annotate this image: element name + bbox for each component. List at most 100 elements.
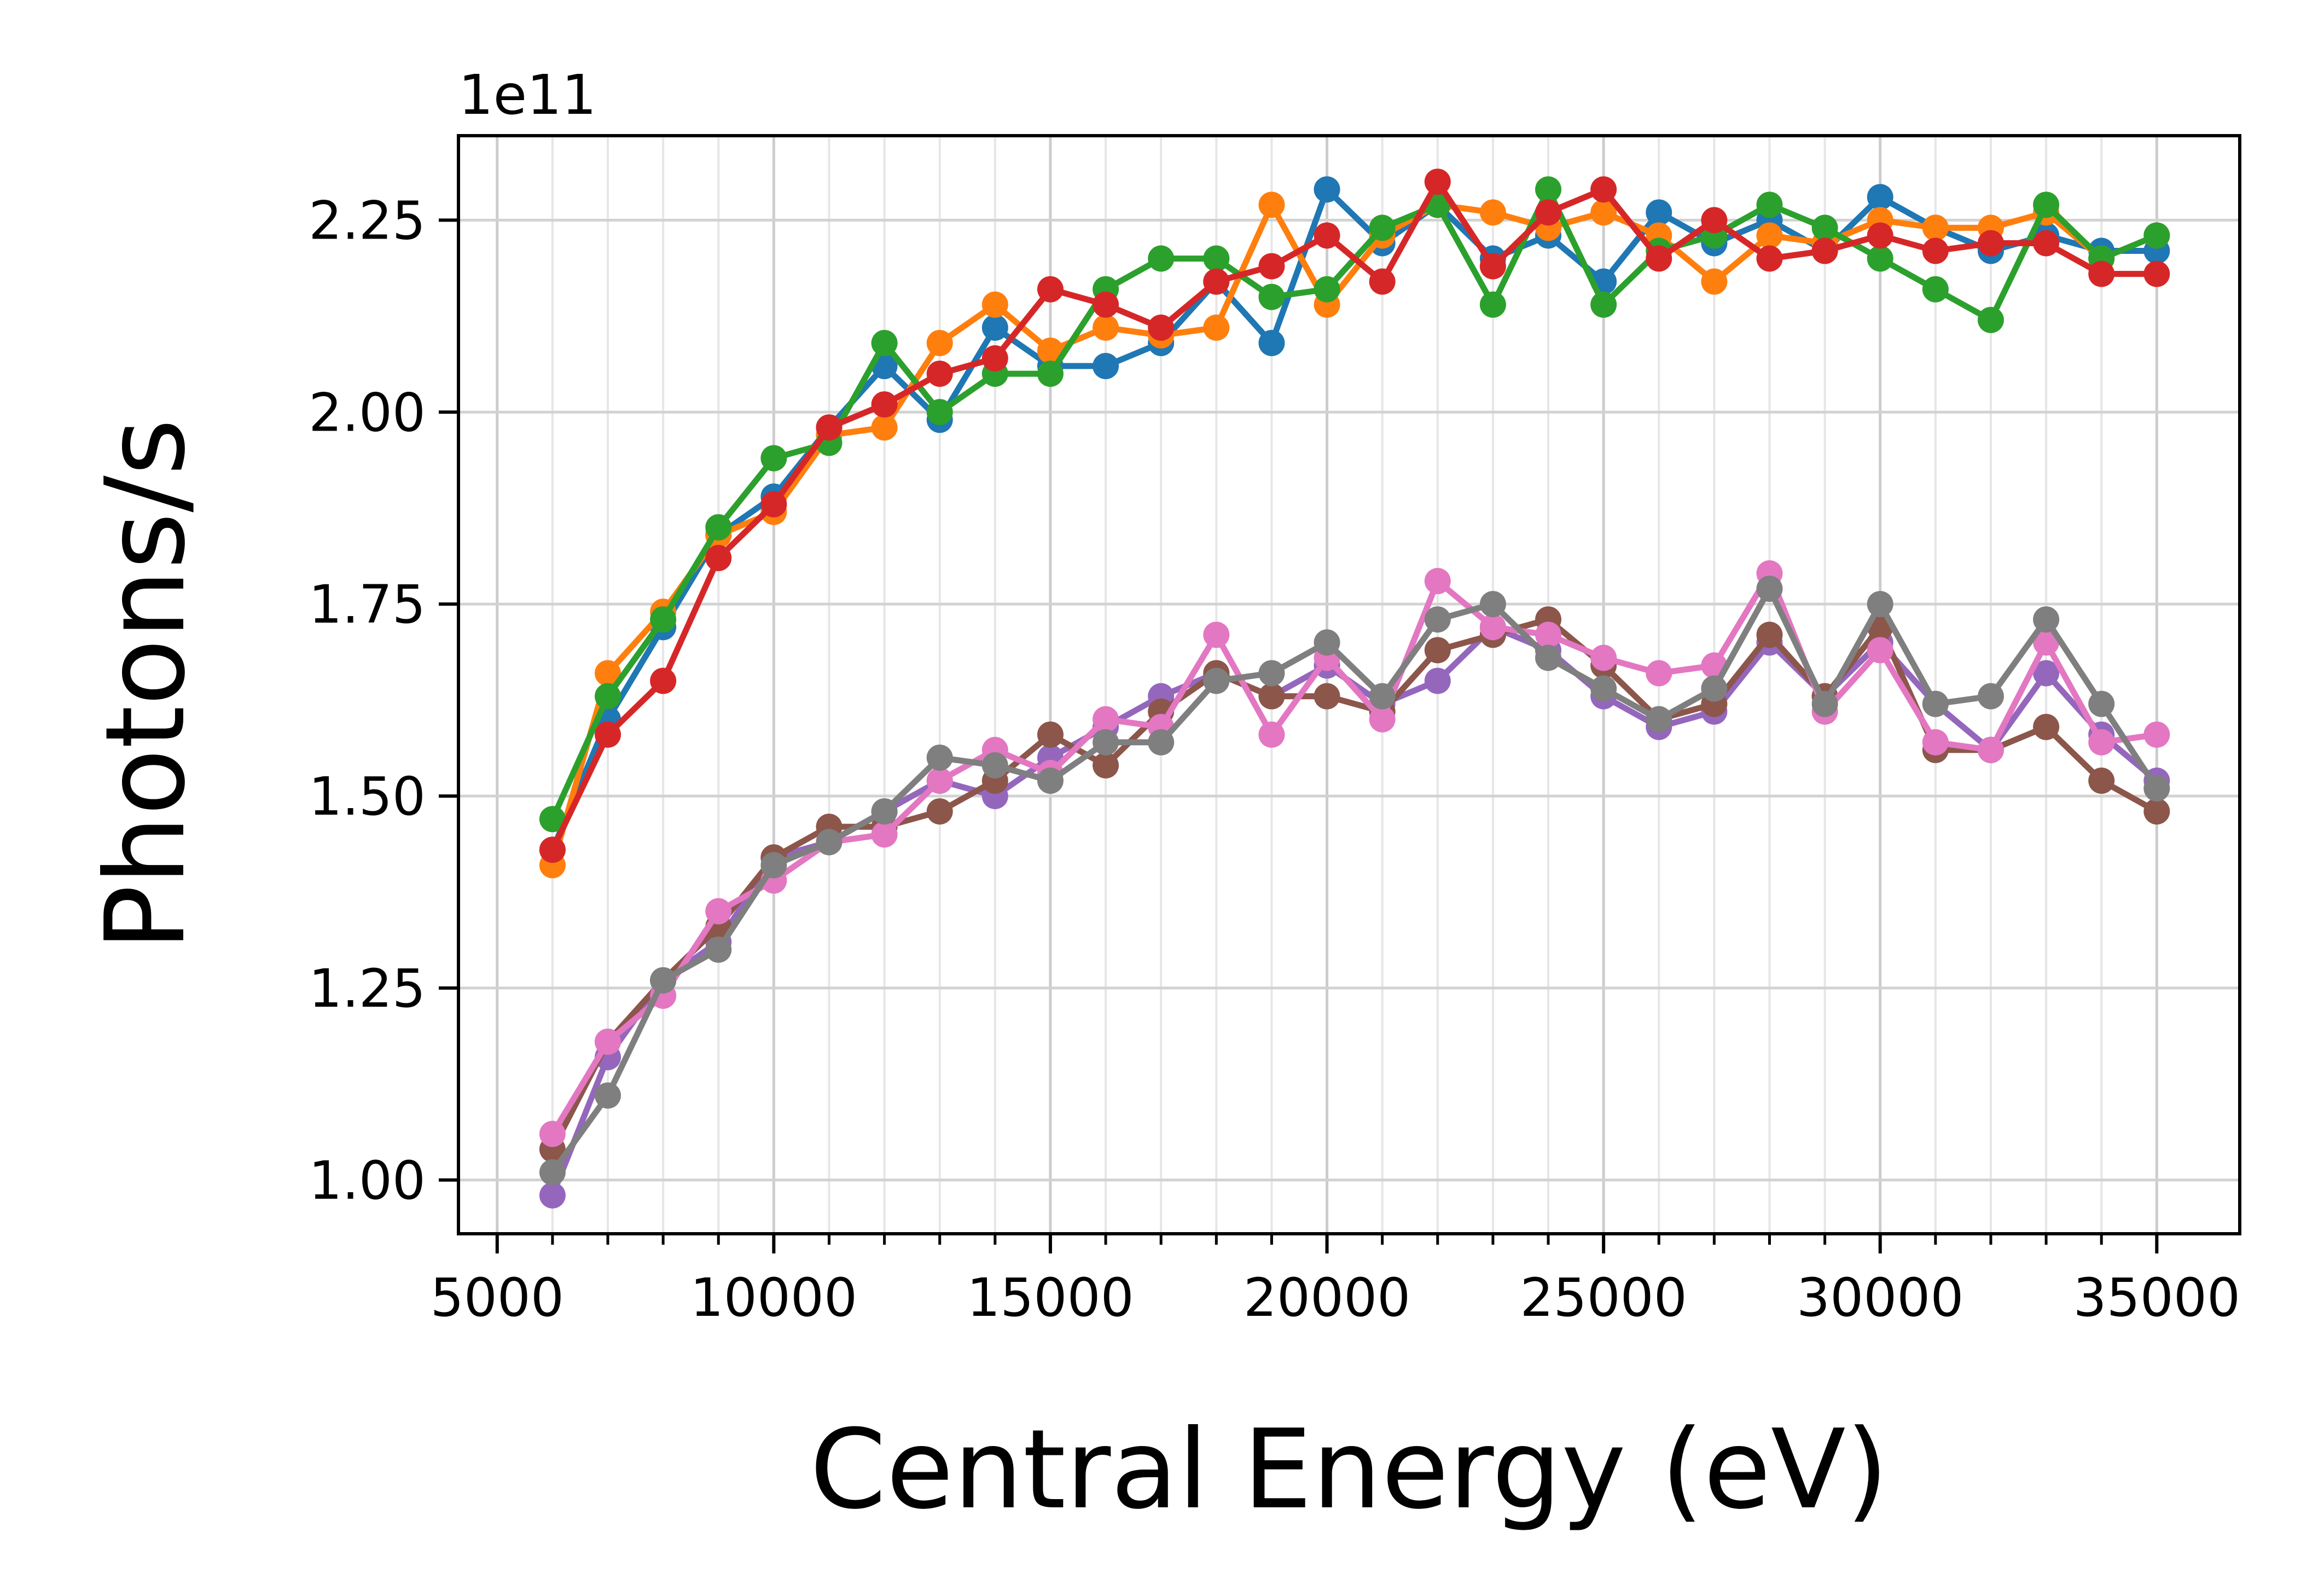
data-point (1258, 329, 1285, 356)
data-point (1093, 729, 1119, 756)
data-point (1756, 576, 1783, 602)
x-tick-label: 5000 (431, 1267, 564, 1328)
data-point (1867, 637, 1893, 664)
data-point (2033, 230, 2060, 257)
data-point (1479, 253, 1506, 280)
data-point (2033, 629, 2060, 656)
data-point (650, 667, 677, 694)
data-point (595, 683, 621, 710)
data-point (705, 514, 732, 541)
data-point (2088, 767, 2115, 794)
data-point (1922, 214, 1949, 241)
data-point (539, 1182, 566, 1209)
data-point (1148, 314, 1175, 341)
data-point (2033, 191, 2060, 218)
data-point (1203, 622, 1230, 648)
data-point (926, 399, 953, 426)
data-point (926, 798, 953, 825)
data-point (650, 967, 677, 994)
data-point (871, 821, 898, 848)
plot-frame (457, 134, 2241, 1235)
data-point (1314, 176, 1340, 203)
data-point (1646, 199, 1672, 226)
data-point (1811, 214, 1838, 241)
data-point (1922, 276, 1949, 303)
data-point (1535, 176, 1562, 203)
data-point (2033, 713, 2060, 740)
data-point (1646, 660, 1672, 687)
data-point (1922, 690, 1949, 717)
data-point (1314, 683, 1340, 710)
data-point (1258, 683, 1285, 710)
data-point (981, 752, 1008, 779)
data-point (816, 414, 843, 441)
y-tick-label: 1.00 (309, 1150, 426, 1211)
data-point (1977, 683, 2004, 710)
data-point (1867, 245, 1893, 272)
data-point (595, 721, 621, 748)
data-point (595, 1082, 621, 1109)
data-point (1646, 245, 1672, 272)
data-point (1258, 660, 1285, 687)
data-point (1093, 353, 1119, 380)
data-point (1479, 291, 1506, 318)
y-tick-label: 1.75 (309, 574, 426, 635)
data-point (926, 767, 953, 794)
data-point (1258, 191, 1285, 218)
x-tick-label: 30000 (1797, 1267, 1963, 1328)
data-point (1037, 721, 1064, 748)
data-point (1701, 268, 1728, 295)
data-point (705, 936, 732, 963)
data-point (981, 314, 1008, 341)
data-point (1590, 645, 1617, 671)
data-point (1314, 629, 1340, 656)
data-point (1646, 706, 1672, 733)
y-tick-label: 1.50 (309, 766, 426, 827)
data-point (705, 898, 732, 925)
data-point (2143, 260, 2170, 287)
data-point (1314, 276, 1340, 303)
data-point (705, 544, 732, 571)
data-point (539, 1120, 566, 1147)
data-point (1093, 291, 1119, 318)
data-point (1479, 614, 1506, 641)
data-point (1424, 606, 1451, 633)
x-tick-label: 35000 (2073, 1267, 2240, 1328)
data-point (1037, 276, 1064, 303)
x-tick-label: 10000 (690, 1267, 857, 1328)
data-point (1258, 721, 1285, 748)
data-point (539, 837, 566, 863)
data-point (1922, 237, 1949, 264)
data-point (2143, 798, 2170, 825)
x-axis-label: Central Energy (eV) (810, 1406, 1888, 1534)
data-point (1922, 729, 1949, 756)
data-point (871, 798, 898, 825)
data-point (816, 829, 843, 856)
data-point (1535, 645, 1562, 671)
data-point (1037, 337, 1064, 364)
data-point (926, 361, 953, 387)
series-layer (539, 169, 2170, 1209)
series-4 (539, 169, 2170, 863)
data-point (1479, 199, 1506, 226)
data-point (760, 445, 787, 472)
data-point (1093, 706, 1119, 733)
y-tick-label: 1.25 (309, 958, 426, 1019)
data-point (2143, 222, 2170, 249)
data-point (2088, 729, 2115, 756)
data-point (1977, 306, 2004, 333)
data-point (2143, 721, 2170, 748)
y-axis-label: Photons/s (82, 419, 210, 951)
y-tick-label: 2.25 (309, 190, 426, 251)
data-point (2033, 606, 2060, 633)
data-point (1977, 230, 2004, 257)
data-point (1424, 667, 1451, 694)
data-point (1258, 283, 1285, 310)
data-point (2088, 690, 2115, 717)
data-point (1590, 199, 1617, 226)
data-point (981, 345, 1008, 372)
data-point (1756, 222, 1783, 249)
data-point (1424, 568, 1451, 595)
data-point (1867, 591, 1893, 618)
